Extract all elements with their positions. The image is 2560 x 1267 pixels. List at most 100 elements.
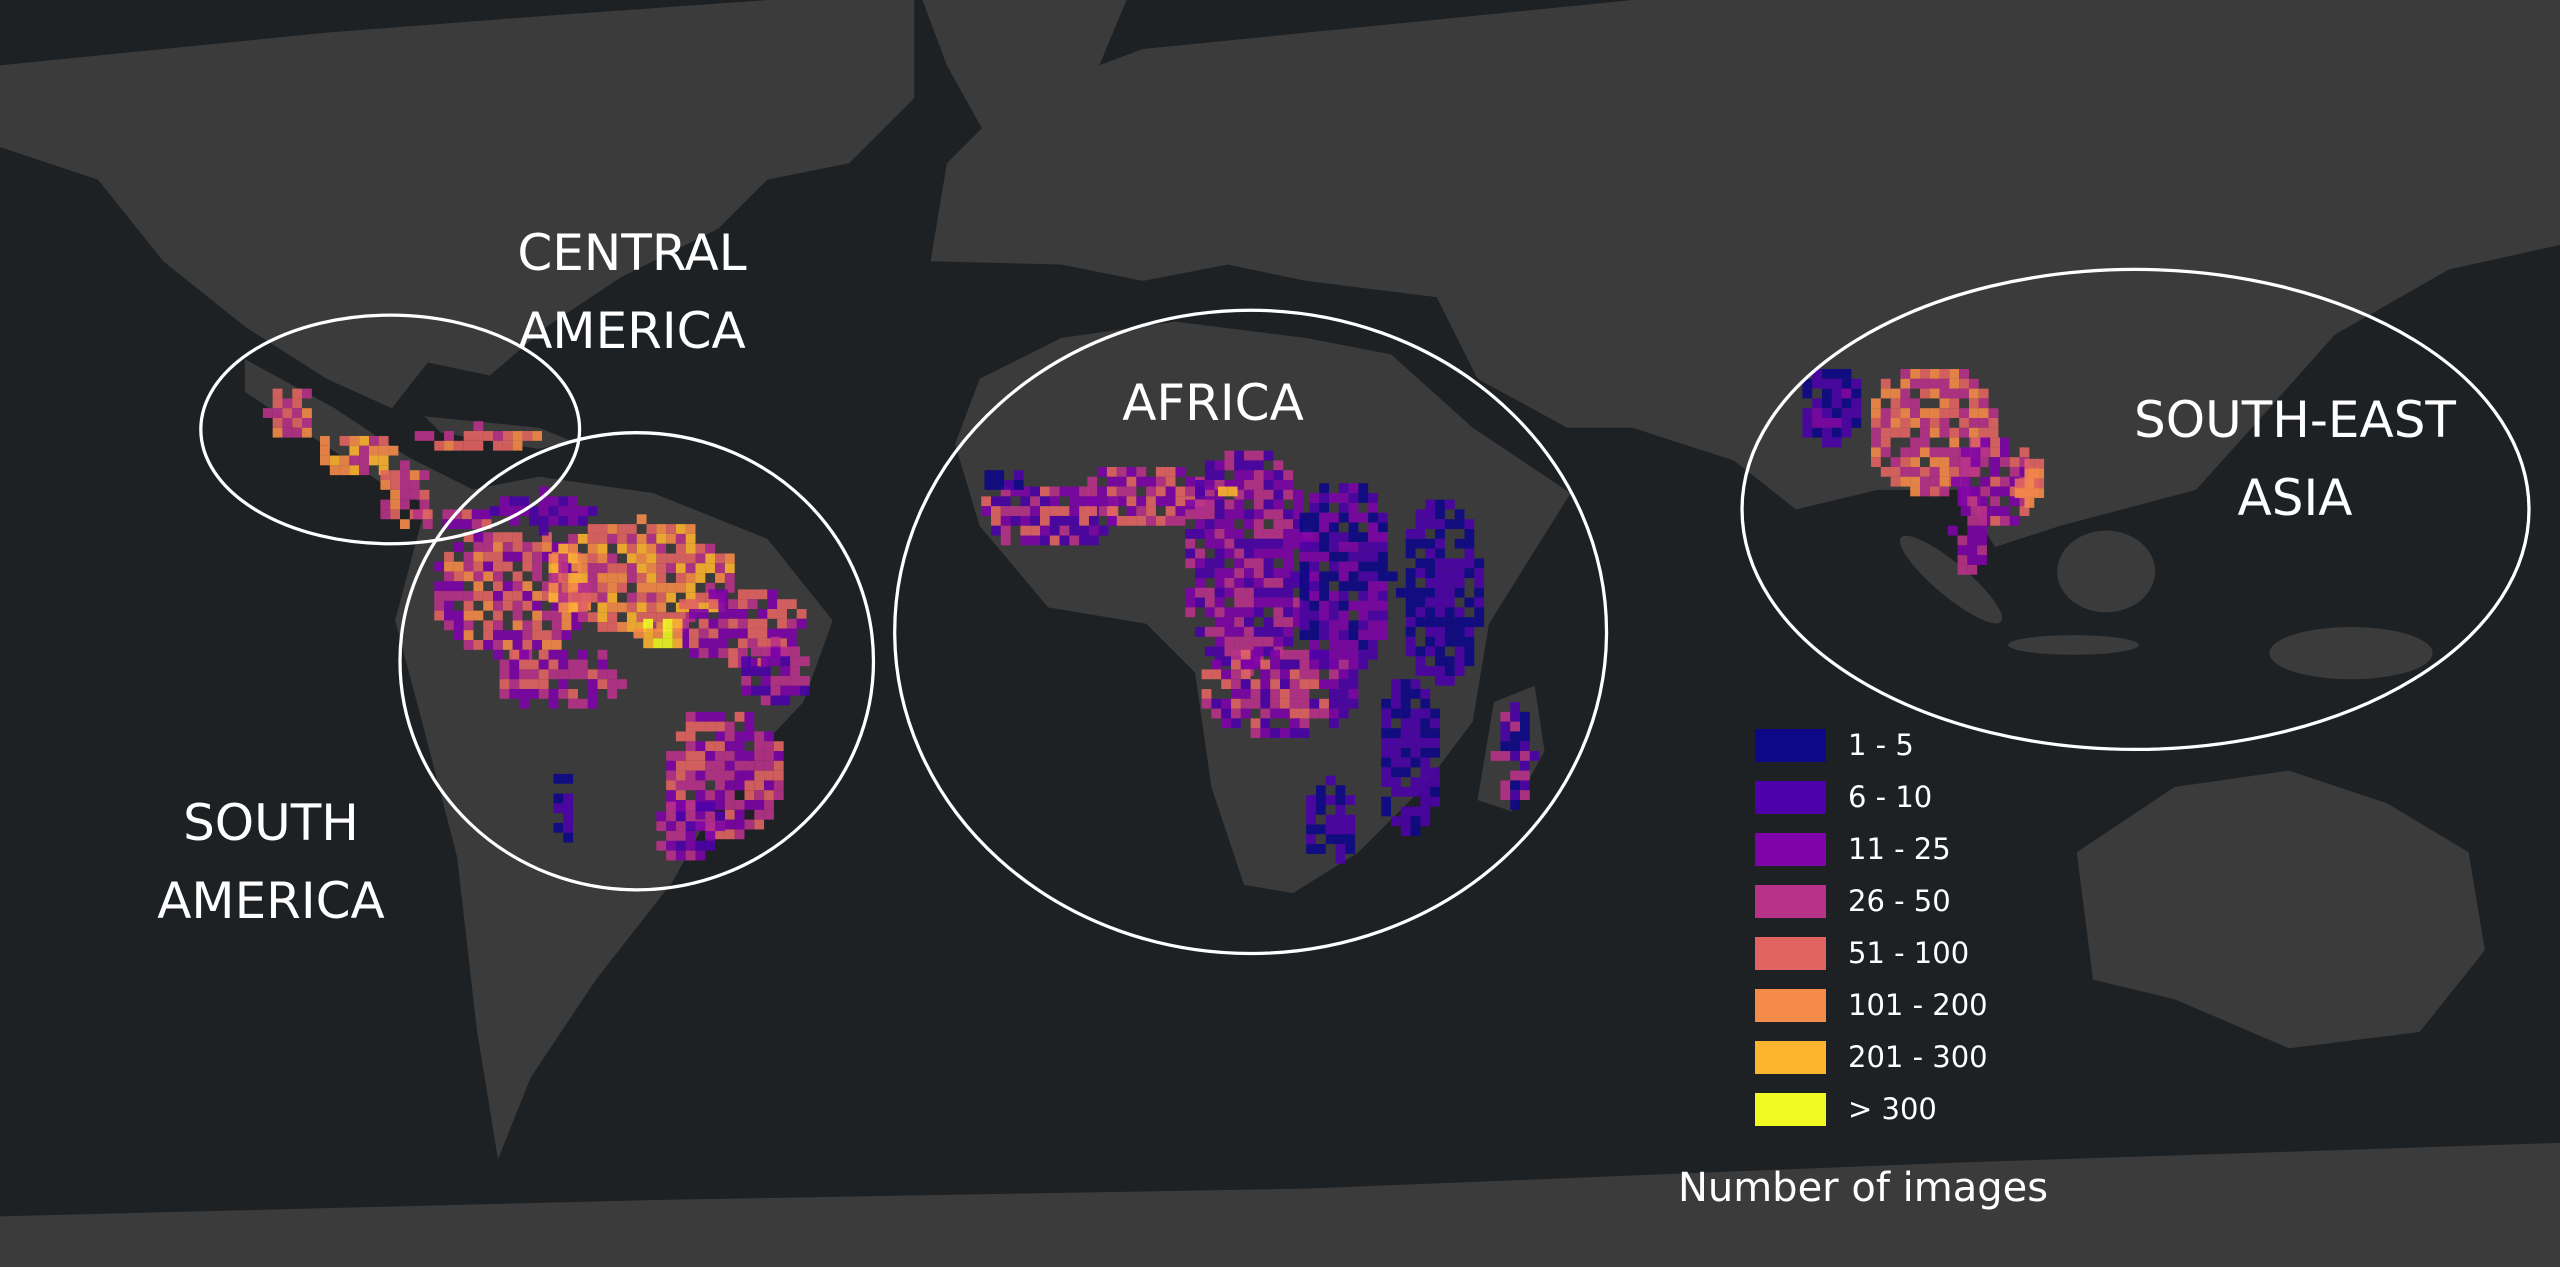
heat-cell	[1299, 600, 1310, 611]
heat-cell	[528, 659, 539, 670]
heat-cell	[1020, 486, 1031, 497]
heat-cell	[1240, 689, 1251, 699]
heat-cell	[502, 630, 513, 641]
heat-cell	[1967, 564, 1978, 575]
heat-cell	[493, 620, 503, 631]
heat-cell	[1204, 607, 1215, 618]
heat-cell	[1204, 519, 1215, 530]
heat-cell	[760, 656, 771, 667]
heat-cell	[715, 790, 725, 801]
heat-cell	[1822, 437, 1832, 448]
heat-cell	[2009, 466, 2020, 477]
heat-cell	[1435, 509, 1445, 520]
heat-cell	[1520, 790, 1530, 801]
heat-cell	[1270, 659, 1280, 670]
heat-cell	[400, 460, 410, 471]
heat-cell	[1211, 659, 1222, 670]
heat-cell	[695, 751, 706, 761]
heat-cell	[532, 620, 543, 631]
heat-cell	[1890, 417, 1901, 428]
heat-cell	[1454, 607, 1465, 618]
heat-cell	[715, 711, 725, 722]
heat-cell	[685, 811, 696, 822]
heat-cell	[1106, 496, 1117, 507]
heat-cell	[400, 519, 410, 530]
heat-cell	[1939, 447, 1950, 458]
heat-cell	[359, 435, 369, 446]
heat-cell	[744, 731, 755, 742]
heat-cell	[1088, 515, 1099, 526]
heat-cell	[1260, 679, 1271, 690]
heat-cell	[1871, 457, 1881, 467]
heat-cell	[636, 533, 647, 544]
heat-cell	[1214, 597, 1225, 608]
heat-cell	[1185, 607, 1196, 618]
heat-cell	[320, 435, 330, 446]
heat-cell	[1040, 486, 1050, 497]
heat-cell	[991, 515, 1001, 526]
heat-cell	[302, 388, 312, 399]
heat-cell	[499, 659, 510, 670]
heat-cell	[483, 571, 494, 582]
heat-cell	[1204, 529, 1215, 539]
heat-cell	[1338, 610, 1349, 621]
heat-cell	[1368, 502, 1378, 513]
heat-cell	[1929, 447, 1940, 458]
heat-cell	[1980, 447, 1991, 458]
heat-cell	[1283, 529, 1294, 539]
heat-cell	[1335, 804, 1346, 815]
heat-cell	[1959, 378, 1969, 389]
heat-cell	[1391, 767, 1401, 778]
heat-cell	[1234, 558, 1245, 569]
heat-cell	[1358, 610, 1369, 621]
heat-cell	[1231, 659, 1241, 670]
heat-cell	[1338, 532, 1349, 543]
legend-swatch	[1755, 988, 1826, 1022]
heat-cell	[400, 489, 410, 500]
heat-cell	[1231, 698, 1241, 709]
heat-cell	[675, 840, 686, 851]
heat-cell	[463, 591, 474, 601]
heat-cell	[1368, 522, 1378, 533]
heat-cell	[1087, 506, 1098, 516]
heat-cell	[1968, 378, 1979, 389]
heat-cell	[1283, 548, 1294, 559]
heat-cell	[675, 553, 686, 564]
heat-cell	[734, 800, 745, 810]
heat-cell	[1244, 587, 1254, 598]
heat-cell	[1977, 515, 1987, 526]
heat-cell	[1977, 506, 1987, 516]
heat-cell	[754, 780, 765, 791]
heat-cell	[675, 811, 686, 822]
heat-cell	[666, 592, 676, 603]
heat-cell	[617, 622, 627, 632]
heat-cell	[744, 790, 755, 801]
heat-cell	[1010, 515, 1021, 526]
heat-cell	[1348, 669, 1359, 680]
heat-cell	[675, 731, 686, 742]
heat-cell	[1949, 408, 1960, 418]
heat-cell	[698, 609, 709, 619]
heat-cell	[542, 591, 552, 601]
heat-cell	[688, 638, 699, 649]
heat-cell	[1348, 581, 1359, 592]
heat-cell	[1425, 607, 1436, 618]
heat-cell	[320, 455, 330, 466]
heat-cell	[1299, 718, 1310, 729]
heat-cell	[1338, 659, 1349, 670]
heat-cell	[1444, 519, 1455, 530]
heat-cell	[453, 440, 464, 451]
heat-cell	[685, 751, 696, 761]
south-east-asia-ellipse	[1740, 267, 2531, 752]
heat-cell	[512, 630, 523, 641]
heat-cell	[532, 571, 543, 582]
heat-cell	[724, 760, 735, 771]
heat-cell	[790, 666, 800, 676]
heat-cell	[509, 659, 520, 670]
heat-cell	[1253, 538, 1264, 549]
heat-cell	[1425, 597, 1436, 608]
heat-cell	[1283, 568, 1294, 578]
heat-cell	[519, 679, 529, 690]
heat-cell	[561, 581, 572, 592]
heat-cell	[1116, 515, 1127, 526]
